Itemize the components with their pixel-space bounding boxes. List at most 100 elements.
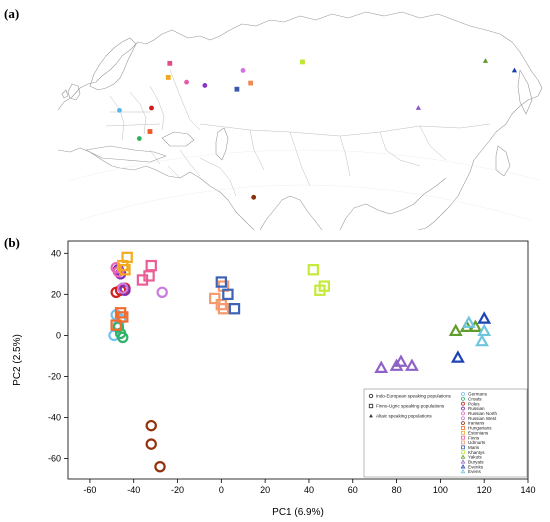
x-axis-ticks: -60 -40 -20 0 20 40 60 80 100 120 140 [83,479,536,495]
map-marker-russian-west [240,68,246,73]
eurasia-coastline [57,11,543,230]
point-khantys [318,280,330,292]
legend-series-label: Poles [468,401,480,406]
legend: Indo-European speaking populations Finno-… [363,388,528,478]
british-isles [61,83,81,101]
point-evens [475,333,489,347]
legend-group-marker [368,403,374,409]
point-evens [477,323,492,337]
point-khantys [307,264,320,276]
legend-group-label: Altaic speaking populations [376,414,432,419]
x-tick-label: 100 [433,485,448,495]
map-marker-estonians [165,75,171,80]
legend-series-marker [461,450,465,455]
point-evenks [477,311,492,324]
x-tick-label: 0 [219,485,224,495]
legend-series-label: Russian [468,406,485,411]
legend-series-marker [461,416,465,421]
point-udmurts [209,292,221,305]
point-russian-west [156,286,168,298]
legend-series-label: Evens [468,469,481,474]
scandinavia-outline [89,37,137,91]
map-marker-croats [136,136,142,141]
legend-series-label: Udmurts [468,440,486,445]
legend-series-label: Russian North [468,411,498,416]
southern-coastline [57,147,447,230]
y-tick-label: -40 [48,412,61,422]
y-tick-label: 20 [51,289,61,299]
legend-series-marker [461,435,465,440]
legend-series-label: Germans [468,392,488,397]
legend-series-marker [460,469,466,474]
legend-series-marker [461,430,465,435]
legend-series-marker [461,396,465,401]
legend-series-label: Buryats [468,460,484,465]
x-tick-label: -40 [127,485,140,495]
legend-series-label: Finns [468,435,480,440]
data-points [108,251,492,473]
point-udmurts [217,303,230,315]
map-marker-germans [117,107,122,113]
x-tick-label: 80 [392,485,402,495]
point-russian-west [117,282,129,294]
point-iranians [145,419,157,432]
map-marker-iranians [251,194,257,200]
y-tick-label: -20 [48,371,61,381]
map-marker-hungarians [147,129,153,134]
legend-group-label: Indo-European speaking populations [376,394,452,399]
point-buryats [394,354,408,367]
point-finns [143,270,155,282]
legend-series-label: Russian West [468,416,497,421]
x-tick-label: 60 [348,485,358,495]
point-iranians [145,438,157,450]
map-marker-maris [234,86,240,92]
x-tick-label: -60 [83,485,96,495]
legend-series-marker [461,411,465,416]
point-evens [461,315,476,328]
x-tick-label: 20 [260,485,270,495]
y-axis-ticks: -60 -40 -20 0 20 40 [48,248,68,463]
point-iranians [154,460,166,473]
legend-series-marker [461,406,465,411]
x-tick-label: 40 [304,485,314,495]
legend-series-label: Yakuts [468,455,482,460]
point-maris [228,303,241,315]
map-marker-khantys [300,59,305,65]
map-marker-udmurts [248,80,254,86]
point-finns [145,259,157,272]
x-tick-label: 120 [477,485,492,495]
legend-series-marker [460,464,466,469]
map-marker-poles [149,105,154,111]
map-marker-finns [167,60,173,66]
legend-series-label: Croats [468,396,482,401]
plot-frame [67,240,529,480]
japan [495,145,511,177]
x-tick-label: -20 [171,485,184,495]
legend-series-label: Iranians [468,421,485,426]
map-marker-yakuts [482,58,489,63]
point-yakuts [448,323,463,337]
map-marker-russian [202,83,208,88]
legend-series-label: Maris [468,445,480,450]
map-marker-russian-north [184,79,189,85]
map-marker-buryats [415,105,422,110]
y-tick-label: -60 [48,453,61,463]
legend-series-label: Estonians [468,430,489,435]
y-tick-label: 40 [51,248,61,258]
kamchatka [517,69,533,115]
mediterranean [85,145,167,163]
legend-series-marker [461,445,465,450]
map-markers [117,58,518,200]
legend-series-label: Khantys [468,450,485,455]
legend-group-marker [369,413,373,418]
legend-series-marker [461,392,465,396]
y-tick-label: 0 [56,330,61,340]
legend-group-label: Finno-Ugric speaking populations [376,404,445,409]
legend-series-marker [461,421,465,426]
point-hungarians [117,311,129,323]
country-borders [105,69,491,197]
panel-b-label: (b) [4,235,20,250]
point-buryats [404,358,419,371]
point-evenks [450,350,465,363]
legend-series-label: Hungarians [468,426,492,431]
